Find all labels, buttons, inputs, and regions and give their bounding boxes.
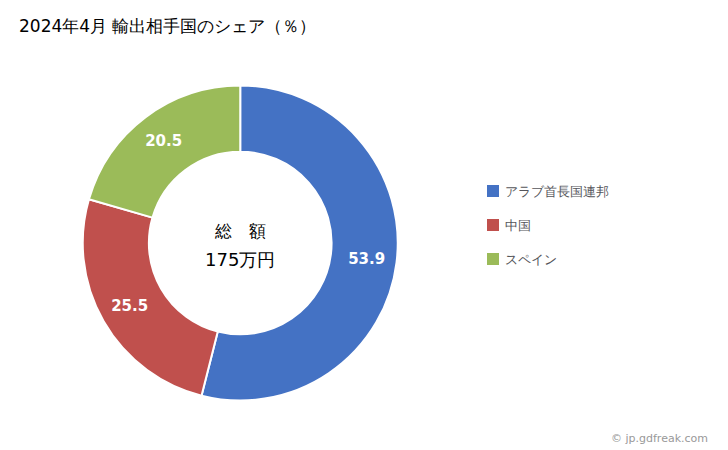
svg-text:スペイン: スペイン xyxy=(505,252,557,267)
svg-text:20.5: 20.5 xyxy=(145,132,182,150)
svg-text:中国: 中国 xyxy=(505,218,531,233)
svg-text:175万円: 175万円 xyxy=(205,249,275,270)
svg-text:2024年4月 輸出相手国のシェア（％）: 2024年4月 輸出相手国のシェア（％） xyxy=(19,16,316,36)
svg-text:53.9: 53.9 xyxy=(348,250,385,268)
svg-text:© jp.gdfreak.com: © jp.gdfreak.com xyxy=(611,432,708,445)
svg-text:25.5: 25.5 xyxy=(111,297,148,315)
svg-text:総 額: 総 額 xyxy=(214,221,266,241)
svg-text:アラブ首長国連邦: アラブ首長国連邦 xyxy=(505,184,609,199)
